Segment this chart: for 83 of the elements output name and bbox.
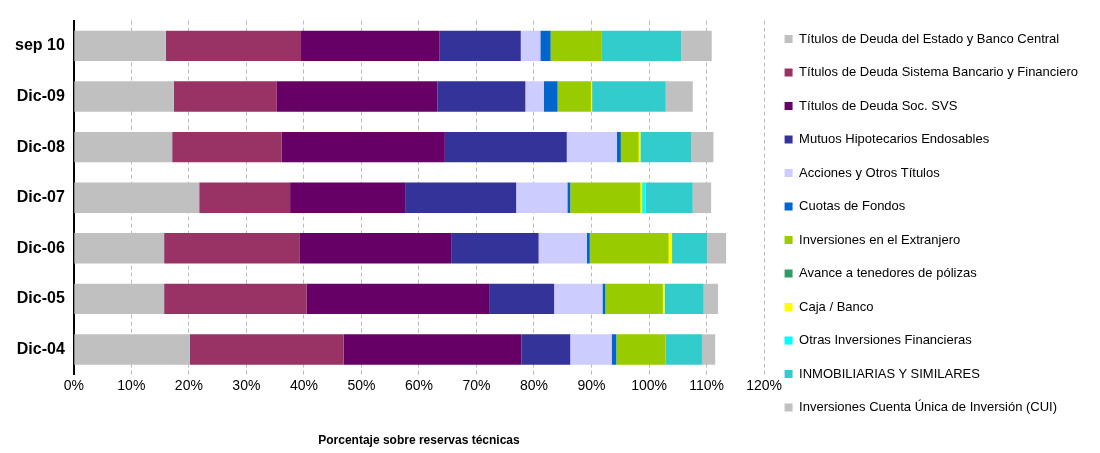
bar (299, 233, 452, 264)
legend-label: Otras Inversiones Financieras (799, 332, 973, 348)
x-tick-label: 0% (63, 377, 84, 394)
legend-label: Títulos de Deuda Soc. SVS (799, 97, 958, 113)
bar (665, 81, 693, 112)
bar (439, 30, 521, 62)
bar (489, 283, 555, 315)
bar (164, 233, 300, 264)
bar (306, 283, 490, 315)
legend-label: Caja / Banco (799, 298, 874, 314)
bar (616, 131, 621, 163)
bar (586, 233, 590, 264)
bar (616, 334, 666, 365)
y-tick-label: Dic-04 (16, 339, 65, 357)
bar (592, 81, 666, 112)
x-tick-label: 110% (689, 377, 724, 394)
legend-label: Títulos de Deuda del Estado y Banco Central (799, 30, 1060, 46)
y-tick-label: Dic-07 (16, 188, 65, 206)
x-tick-label: 70% (462, 377, 491, 394)
bar (665, 334, 702, 365)
legend-label: Títulos de Deuda Sistema Bancario y Financiero (799, 64, 1079, 80)
bar (516, 182, 568, 213)
legend-label: Mutuos Hipotecarios Endosables (799, 131, 990, 147)
bar (620, 131, 639, 163)
bar (567, 182, 571, 213)
bar (405, 182, 517, 213)
x-tick-label: 80% (519, 377, 549, 394)
bar (451, 233, 539, 264)
bar (543, 81, 558, 112)
legend-label: Cuotas de Fondos (799, 198, 906, 214)
y-tick-label: sep 10 (15, 36, 65, 54)
bar (165, 30, 302, 62)
bar (343, 334, 522, 365)
bar (589, 233, 669, 264)
y-tick-label: Dic-09 (16, 86, 65, 104)
bar (190, 334, 344, 365)
x-tick-label: 90% (577, 377, 606, 394)
bar (444, 131, 567, 163)
x-tick-label: 30% (232, 377, 261, 394)
bar (570, 182, 641, 213)
bar (664, 283, 704, 315)
x-tick-label: 60% (404, 377, 433, 394)
bar (276, 81, 438, 112)
legend-label: INMOBILIARIAS Y SIMILARES (799, 365, 981, 381)
x-tick-label: 50% (347, 377, 376, 394)
bar (173, 81, 277, 112)
x-tick-label: 100% (631, 377, 667, 394)
y-tick-label: Dic-06 (16, 238, 65, 256)
bar (521, 334, 571, 365)
x-tick-label: 120% (746, 377, 782, 394)
bar (301, 30, 440, 62)
bar (525, 81, 544, 112)
bar (601, 30, 682, 62)
bar (281, 131, 445, 163)
y-tick-label: Dic-08 (16, 137, 65, 155)
legend-label: Inversiones Cuenta Única de Inversión (CUI) (799, 399, 1058, 415)
bar (554, 283, 603, 315)
legend-label: Acciones y Otros Títulos (799, 164, 941, 180)
x-tick-label: 40% (289, 377, 318, 394)
bar (557, 81, 591, 112)
bar (570, 334, 612, 365)
bar (540, 30, 551, 62)
bar (550, 30, 602, 62)
bar (437, 81, 526, 112)
legend-label: Avance a tenedores de pólizas (799, 265, 978, 281)
bar (602, 283, 606, 315)
x-axis-title: Porcentaje sobre reservas técnicas (318, 433, 520, 448)
bar (199, 182, 291, 213)
x-tick-label: 10% (117, 377, 146, 394)
bar (645, 182, 693, 213)
x-tick-label: 20% (174, 377, 203, 394)
bar (538, 233, 587, 264)
bar (164, 283, 307, 315)
bar (672, 233, 708, 264)
bar (605, 283, 663, 315)
legend-label: Inversiones en el Extranjero (799, 231, 961, 247)
bar (707, 233, 727, 264)
bar (290, 182, 406, 213)
bar (520, 30, 541, 62)
bar (640, 131, 692, 163)
y-tick-label: Dic-05 (16, 289, 65, 307)
bar (172, 131, 282, 163)
bar (566, 131, 617, 163)
